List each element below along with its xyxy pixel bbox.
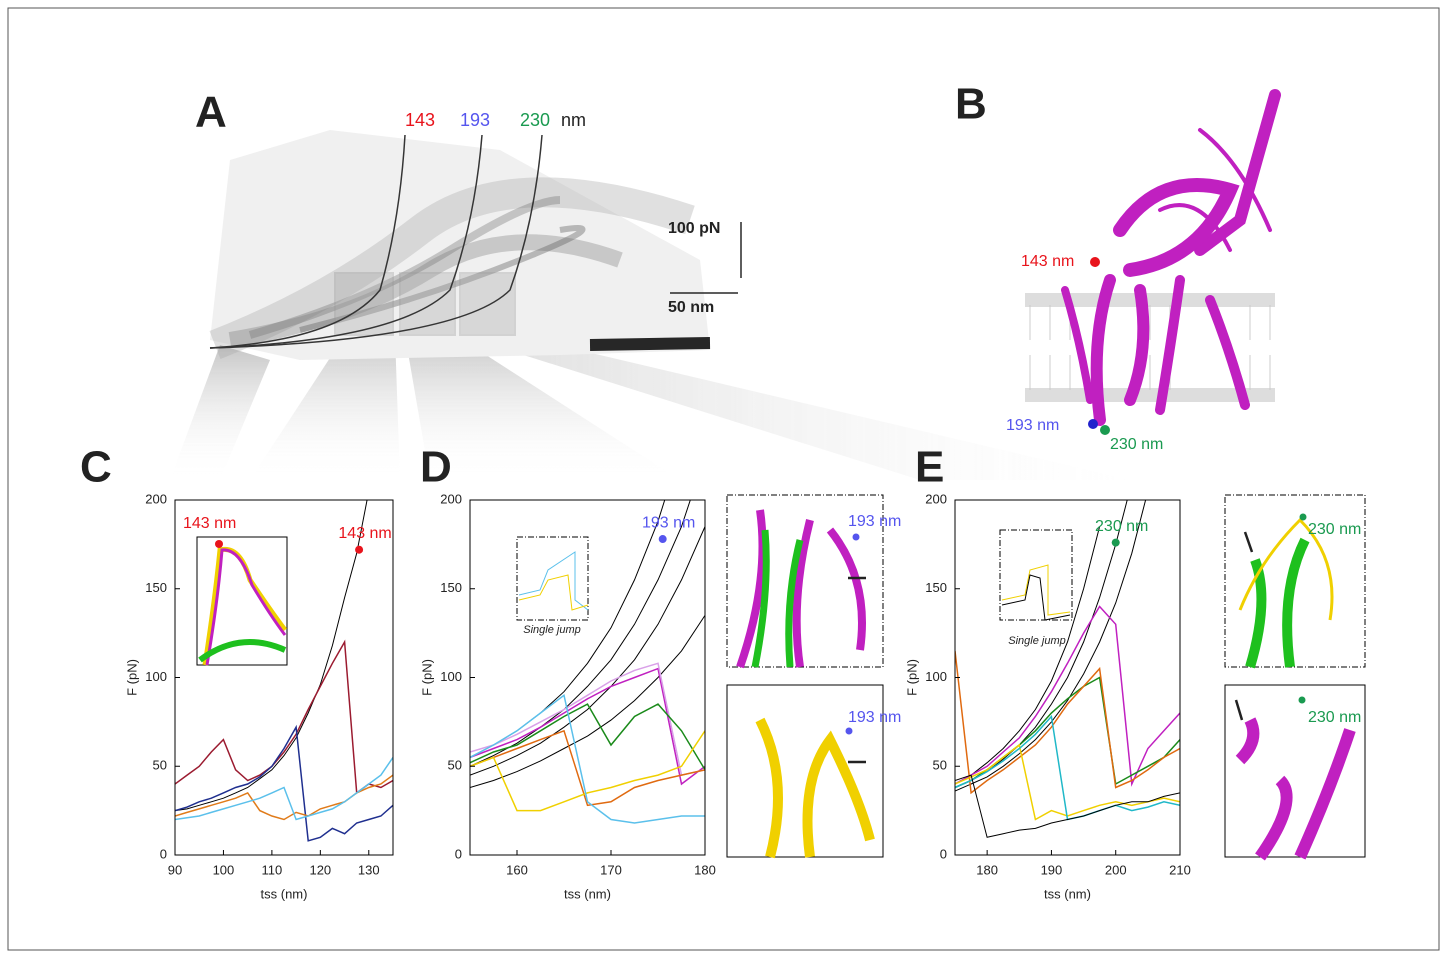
- length-label: 143: [405, 110, 435, 130]
- series-line: [470, 703, 705, 771]
- y-tick-label: 0: [940, 846, 947, 861]
- length-label: 230: [520, 110, 550, 130]
- y-tick-label: 50: [448, 758, 462, 773]
- y-tick-label: 150: [440, 580, 462, 595]
- y-tick-label: 50: [933, 758, 947, 773]
- series-line: [470, 667, 705, 786]
- unit-label: nm: [561, 110, 586, 130]
- panel-label: C: [80, 443, 112, 492]
- structure-label: 193 nm: [848, 709, 901, 726]
- series-line: [955, 500, 1147, 792]
- series-line: [955, 526, 1101, 785]
- annotation-label: 143 nm: [338, 525, 391, 542]
- scale-label: 50 nm: [668, 299, 714, 316]
- inset-label: Single jump: [523, 624, 580, 636]
- series-line: [470, 615, 705, 788]
- x-axis-label: tss (nm): [261, 886, 308, 901]
- x-tick-label: 100: [213, 862, 235, 877]
- frame: [7, 7, 1440, 951]
- y-tick-label: 200: [145, 491, 167, 506]
- y-tick-label: 100: [145, 669, 167, 684]
- y-tick-label: 200: [440, 491, 462, 506]
- protein-structure: [1061, 89, 1281, 426]
- series-line: [955, 605, 1180, 787]
- y-tick-label: 0: [160, 846, 167, 861]
- site-marker: [1088, 419, 1098, 429]
- series-line: [470, 730, 705, 812]
- structure-label: 230 nm: [1308, 521, 1361, 538]
- x-axis-label: tss (nm): [564, 886, 611, 901]
- site-marker: [1090, 257, 1100, 267]
- y-axis-label: F (pN): [124, 659, 139, 696]
- panel-label: E: [915, 443, 944, 492]
- x-tick-label: 170: [600, 862, 622, 877]
- x-tick-label: 110: [262, 862, 283, 877]
- y-tick-label: 50: [153, 758, 167, 773]
- y-tick-label: 150: [925, 580, 947, 595]
- scale-label: 100 pN: [668, 220, 720, 237]
- series-line: [470, 693, 705, 824]
- series-line: [955, 650, 1180, 795]
- x-tick-label: 210: [1169, 862, 1191, 877]
- x-tick-label: 200: [1105, 862, 1127, 877]
- series-line: [955, 743, 1180, 821]
- plot: [470, 500, 705, 824]
- inset-structure: [196, 494, 1366, 861]
- series-line: [175, 500, 368, 812]
- y-tick-label: 0: [455, 846, 462, 861]
- site-label: 143 nm: [1021, 253, 1074, 270]
- length-label: 193: [460, 110, 490, 130]
- inset-label: 143 nm: [183, 515, 236, 532]
- annotation-marker: [355, 545, 364, 554]
- x-tick-label: 180: [976, 862, 998, 877]
- y-tick-label: 100: [440, 669, 462, 684]
- y-axis-label: F (pN): [419, 659, 434, 696]
- x-tick-label: 160: [506, 862, 528, 877]
- structure-label: 230 nm: [1308, 709, 1361, 726]
- site-label: 193 nm: [1006, 417, 1059, 434]
- y-tick-label: 150: [145, 580, 167, 595]
- annotation-marker: [658, 535, 667, 544]
- panel-label: B: [955, 80, 987, 129]
- panel-label: D: [420, 443, 452, 492]
- annotation-label: 230 nm: [1095, 518, 1148, 535]
- series-line: [175, 724, 393, 842]
- site-marker: [1100, 425, 1110, 435]
- x-tick-label: 180: [694, 862, 716, 877]
- series-line: [955, 774, 1180, 838]
- series-line: [470, 662, 705, 776]
- plot: [175, 500, 393, 842]
- site-label: 230 nm: [1110, 436, 1163, 453]
- x-tick-label: 190: [1041, 862, 1063, 877]
- series-line: [175, 756, 393, 821]
- density-map: [170, 130, 1130, 480]
- plot: [955, 500, 1180, 838]
- annotation-label: 193 nm: [642, 514, 695, 531]
- series-line: [470, 526, 705, 776]
- x-axis-label: tss (nm): [1044, 886, 1091, 901]
- structure-label: 193 nm: [848, 513, 901, 530]
- series-line: [470, 729, 705, 807]
- x-tick-label: 120: [309, 862, 331, 877]
- annotation-marker: [1111, 538, 1120, 547]
- panel-label: A: [195, 88, 227, 137]
- inset-label: Single jump: [1008, 635, 1065, 647]
- x-tick-label: 130: [358, 862, 380, 877]
- y-axis-label: F (pN): [904, 659, 919, 696]
- y-tick-label: 200: [925, 491, 947, 506]
- x-tick-label: 90: [168, 862, 182, 877]
- y-tick-label: 100: [925, 669, 947, 684]
